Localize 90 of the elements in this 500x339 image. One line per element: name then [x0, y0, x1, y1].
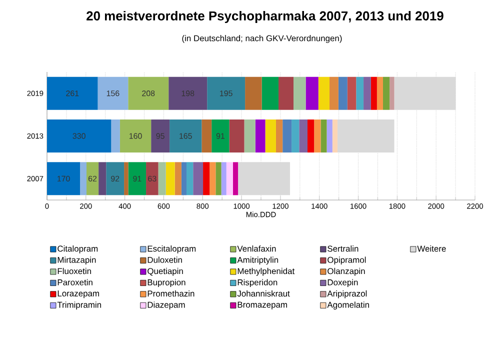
bar — [238, 162, 290, 196]
bar — [80, 162, 86, 196]
bar — [314, 120, 321, 152]
legend-label: Mirtazapin — [58, 256, 96, 265]
legend-label: Weitere — [417, 245, 446, 252]
legend-label: Quetiapin — [148, 268, 183, 276]
bar — [376, 76, 383, 110]
bar — [293, 76, 306, 110]
bar — [337, 120, 394, 152]
bar — [128, 162, 146, 196]
bar — [207, 76, 246, 110]
bar — [282, 120, 292, 152]
bar — [245, 76, 262, 110]
bar — [221, 162, 226, 196]
bar — [212, 120, 230, 152]
bar — [276, 120, 283, 152]
bar — [111, 120, 120, 152]
bar — [146, 162, 158, 196]
legend-label: Escitalopram — [148, 245, 196, 254]
bar — [347, 76, 356, 110]
legend-label: Opipramol — [328, 256, 366, 265]
legend-label: Sertralin — [328, 245, 358, 252]
bar — [329, 76, 338, 110]
bar — [382, 76, 390, 110]
legend-label: Agomelatin — [327, 302, 369, 310]
bar — [193, 162, 204, 196]
bar — [98, 162, 106, 196]
bar — [364, 76, 371, 110]
legend-label: Citalopram — [58, 245, 98, 254]
bar — [216, 162, 222, 196]
legend-label: Bupropion — [148, 279, 186, 288]
legend-label: Methylphenidat — [238, 268, 295, 276]
bar — [168, 76, 208, 110]
bar — [229, 120, 244, 152]
chart-subtitle: (in Deutschland; nach GKV-Verordnungen) — [182, 35, 342, 43]
bar — [394, 76, 456, 110]
bar — [202, 120, 212, 152]
legend-label: Aripiprazol — [327, 290, 367, 298]
legend-label: Duloxetin — [148, 256, 182, 263]
bar — [151, 120, 170, 152]
legend-label: Promethazin — [148, 290, 194, 297]
bar — [338, 76, 348, 110]
bar — [124, 162, 128, 196]
bar — [226, 162, 233, 196]
legend-label: Doxepin — [328, 279, 358, 288]
legend-label: Olanzapin — [328, 268, 365, 276]
bar — [390, 76, 394, 110]
bar — [318, 76, 330, 110]
legend-label: Johanniskraut — [237, 290, 290, 297]
bar — [86, 162, 99, 196]
bar — [203, 162, 210, 196]
legend-label: Amitriptylin — [237, 256, 278, 265]
legend-label: Venlafaxin — [237, 245, 276, 252]
bar — [265, 120, 276, 152]
bar — [98, 76, 128, 110]
bar — [370, 76, 377, 110]
bar — [47, 162, 80, 196]
bar — [255, 120, 266, 152]
bar — [320, 120, 327, 152]
bar — [47, 76, 98, 110]
bar — [306, 76, 318, 110]
bar — [47, 120, 112, 152]
legend-label: Lorazepam — [58, 290, 99, 298]
bar — [326, 120, 332, 152]
bar — [278, 76, 294, 110]
legend-label: Fluoxetin — [58, 268, 91, 274]
legend-label: Bromazepam — [238, 302, 287, 310]
bar — [174, 162, 182, 196]
bar — [170, 120, 202, 152]
bar — [332, 120, 338, 152]
bar — [186, 162, 194, 196]
legend-label: Trimipramin — [57, 302, 102, 310]
bar — [292, 120, 300, 152]
chart-title: 20 meistverordnete Psychopharmaka 2007, 2013 und 2019 — [86, 10, 444, 24]
bar — [166, 162, 175, 196]
legend-label: Paroxetin — [58, 279, 92, 286]
bar — [356, 76, 364, 110]
bar — [158, 162, 166, 196]
bar — [120, 120, 152, 152]
bar — [106, 162, 124, 196]
bar — [210, 162, 216, 196]
bar — [308, 120, 314, 152]
legend-label: Risperidon — [238, 279, 278, 288]
bar — [181, 162, 186, 196]
bar — [232, 162, 238, 196]
bar — [128, 76, 169, 110]
bar — [299, 120, 308, 152]
bar — [262, 76, 279, 110]
bar — [244, 120, 256, 152]
legend-label: Diazepam — [148, 302, 185, 310]
